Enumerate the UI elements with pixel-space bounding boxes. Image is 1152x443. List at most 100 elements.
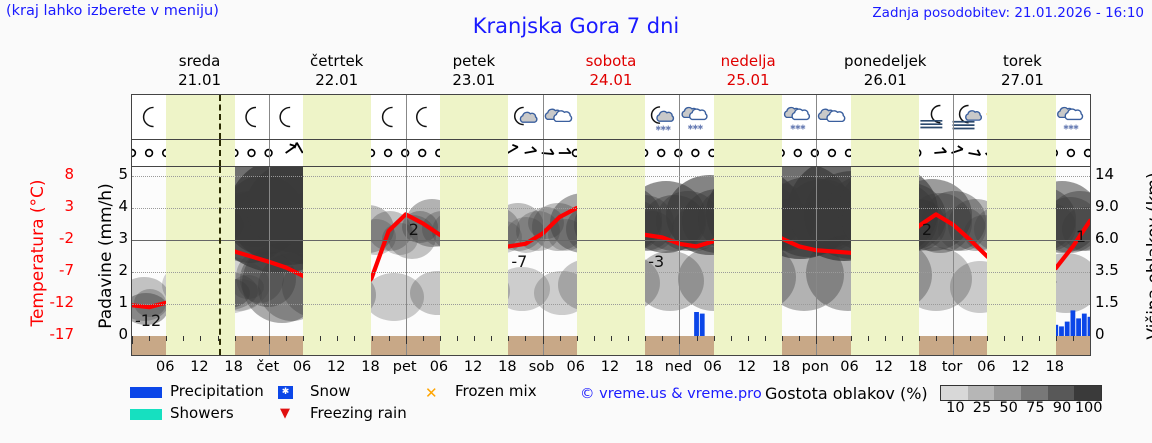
weather-icon-moon (415, 106, 427, 128)
day-separator (953, 140, 955, 166)
svg-text:✱: ✱ (692, 124, 698, 132)
legend: Precipitation Showers ✱ Snow ▼ Freezing … (125, 382, 1145, 441)
x-tick-label: 18 (634, 359, 654, 375)
x-tick-label: 18 (361, 359, 380, 375)
cloud-blob (232, 275, 264, 299)
temperature-tick: -12 (49, 293, 75, 311)
cloud-blob (636, 251, 704, 311)
x-tick-label: ned (664, 359, 693, 375)
daylight-band (850, 95, 919, 139)
day-separator (679, 167, 681, 355)
x-tick-label: sob (528, 359, 555, 375)
day-separator (268, 95, 270, 139)
meteogram-plot: ✱✱✱✱✱✱✱✱✱✕✕✕✕✕✕ -12-2-112-72-33-32-42-71… (131, 166, 1091, 356)
wind-barb (541, 148, 555, 155)
x-axis-labels: 06 12 18 čet 06 12 18 pet 06 12 18 sob 06 12 18 ned 06 12… (131, 357, 1091, 379)
cloud-height-axis-title-text: Višina oblakov (km) (1144, 172, 1152, 340)
precipitation-axis-ticks: 5 4 3 2 1 0 (100, 160, 128, 360)
x-tick-label: 18 (498, 359, 517, 375)
cloud-density-level: 25 (972, 400, 992, 416)
svg-text:✱: ✱ (790, 124, 796, 132)
weather-icon-cloud-snow: ✱ ✱ ✱ (681, 106, 708, 132)
wind-calm-marker (144, 148, 154, 158)
day-name: sreda (178, 52, 221, 70)
x-tick-label: 12 (190, 359, 209, 375)
wind-calm-marker (657, 148, 666, 158)
cloud-blob (364, 273, 424, 321)
wind-calm-marker (247, 148, 256, 158)
temperature-point-label: 2 (408, 220, 419, 240)
temperature-tick: -17 (49, 325, 75, 343)
location-hint: (kraj lahko izberete v meniju) (6, 3, 219, 19)
x-tick-label: 06 (566, 359, 586, 375)
cloud-blob (548, 219, 584, 251)
x-tick-label: 06 (977, 359, 996, 375)
cloud-blob (532, 203, 584, 251)
daylight-band (439, 140, 509, 166)
day-separator (405, 140, 407, 166)
frozen-mix-icon: ✕ (425, 384, 438, 402)
weather-icon-moon (245, 106, 257, 128)
svg-text:✱: ✱ (795, 124, 801, 132)
wind-calm-marker (264, 148, 273, 158)
svg-text:✱: ✱ (655, 125, 661, 133)
day-header-7: torek 27.01 (954, 52, 1091, 92)
copyright-link[interactable]: © vreme.us & vreme.pro (580, 386, 762, 402)
day-separator (816, 167, 818, 355)
cloud-density-step (941, 386, 968, 400)
temperature-point-label: 2 (921, 220, 933, 240)
day-separator (816, 140, 818, 166)
x-tick-label: 06 (155, 359, 175, 375)
wind-calm-marker (1083, 148, 1090, 158)
day-name: torek (1003, 52, 1042, 70)
wind-barb (524, 146, 538, 154)
cloud-density-level: 75 (1026, 400, 1045, 416)
cloud-height-tick: 1.5 (1095, 293, 1119, 311)
daylight-band (850, 167, 919, 355)
daylight-band (987, 95, 1056, 139)
day-header-row: sreda 21.01 četrtek 22.01 petek 23.01 sobota 24… (131, 52, 1091, 92)
daylight-band (166, 167, 235, 355)
gridline (132, 208, 1090, 209)
x-tick-label: pon (801, 359, 829, 375)
day-name: nedelja (720, 52, 776, 70)
day-date: 21.01 (178, 71, 222, 89)
precipitation-bar (1059, 326, 1064, 336)
wind-calm-marker (383, 148, 393, 158)
precipitation-bar (1081, 313, 1087, 336)
day-separator (405, 167, 407, 355)
wind-calm-marker (400, 148, 410, 158)
day-date: 23.01 (452, 71, 496, 89)
precipitation-bar (1053, 324, 1059, 336)
x-tick-label: 12 (327, 359, 346, 375)
precipitation-tick: 3 (118, 229, 128, 247)
x-tick-label: 12 (737, 359, 757, 375)
day-separator (405, 95, 407, 139)
x-tick-label: 18 (224, 359, 243, 375)
cloud-density-step (1047, 386, 1075, 400)
legend-freezing-rain-label: Freezing rain (310, 404, 407, 422)
svg-text:✱: ✱ (660, 125, 666, 133)
weather-icon-cloud-snow: ✱ ✱ ✱ (783, 106, 811, 132)
temperature-point-label: -12 (135, 311, 162, 331)
day-separator (542, 140, 544, 166)
cloud-blob (134, 289, 166, 317)
freezing-rain-icon: ▼ (280, 406, 290, 421)
precipitation-bar (1087, 316, 1090, 336)
day-header-1: sreda 21.01 (131, 52, 268, 92)
daylight-band (303, 95, 372, 139)
day-date: 27.01 (1000, 71, 1044, 89)
cloud-height-tick: 14 (1095, 165, 1115, 183)
daylight-band (713, 95, 783, 139)
daylight-band (850, 140, 919, 166)
current-time-marker (218, 140, 221, 166)
x-tick-label: 06 (840, 359, 859, 375)
showers-swatch (130, 409, 162, 420)
legend-frozen-mix-label: Frozen mix (455, 382, 537, 400)
daylight-band (576, 167, 646, 355)
gridline (132, 240, 1090, 241)
day-separator (679, 95, 681, 139)
day-name: petek (452, 52, 496, 70)
svg-text:✱: ✱ (1068, 124, 1074, 132)
precipitation-bar (699, 313, 705, 336)
